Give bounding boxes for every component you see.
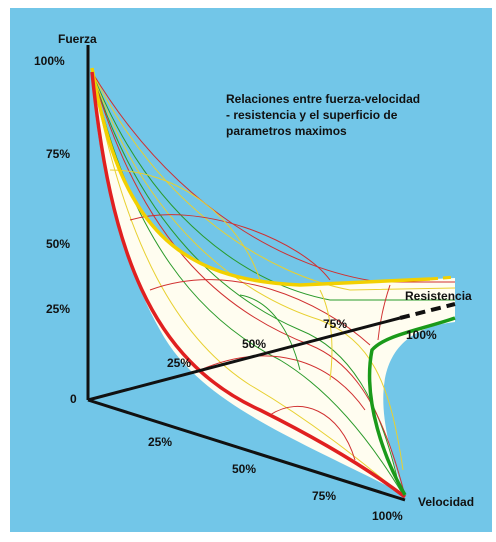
title: - resistencia y el superficio de: [226, 108, 398, 122]
resistencia-axis: [87, 316, 401, 402]
resistencia-axis-tail: [399, 302, 456, 320]
tick-label: 100%: [372, 509, 403, 523]
red-curve: [90, 71, 407, 499]
tick-label: 25%: [148, 435, 172, 449]
tick-label: 25%: [167, 356, 191, 370]
tick-label: 50%: [46, 237, 70, 251]
tick-label: 50%: [232, 462, 256, 476]
top-curve-tail: [429, 275, 456, 281]
title: parametros maximos: [226, 124, 347, 138]
axis-label: Resistencia: [405, 289, 472, 303]
top-curve: [90, 67, 431, 287]
title: Relaciones entre fuerza-velocidad: [226, 92, 420, 106]
tick-label: 0: [70, 392, 77, 406]
velocidad-axis: [87, 398, 406, 502]
tick-label: 75%: [323, 317, 347, 331]
tick-label: 100%: [34, 54, 65, 68]
tick-label: 50%: [242, 337, 266, 351]
axis-label: Fuerza: [58, 32, 97, 46]
tick-label: 25%: [46, 302, 70, 316]
axis-label: Velocidad: [418, 495, 474, 509]
tick-label: 100%: [406, 328, 437, 342]
tick-label: 75%: [312, 489, 336, 503]
tick-label: 75%: [46, 147, 70, 161]
green-curve: [367, 316, 456, 496]
